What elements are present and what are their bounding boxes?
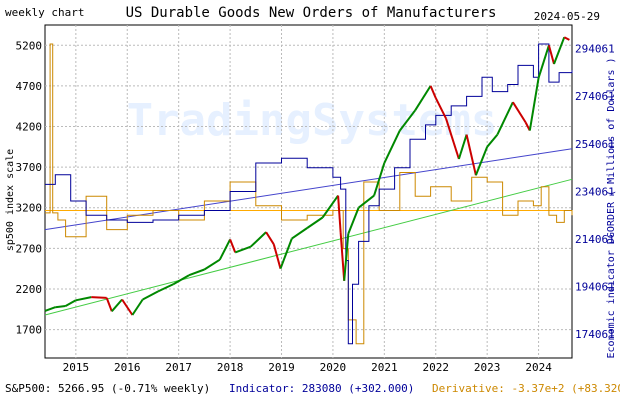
y-right-tick-label: 174061 <box>575 328 615 341</box>
x-tick-label: 2017 <box>165 361 192 374</box>
left-axis-label: sp500 index scale <box>5 149 16 251</box>
y-left-tick-label: 1700 <box>16 324 43 337</box>
footer-derivative: Derivative: -3.37e+2 (+83.320) <box>432 382 620 395</box>
y-left-tick-label: 5200 <box>16 39 43 52</box>
sp500-segment <box>343 233 350 281</box>
sp500-segment <box>339 232 346 281</box>
watermark-text: TradingSystems <box>127 95 498 146</box>
sp500-segment <box>383 130 401 164</box>
x-tick-label: 2020 <box>320 361 347 374</box>
sp500-segment <box>563 36 570 41</box>
sp500-segment <box>75 296 92 302</box>
chart-date: 2024-05-29 <box>534 10 600 23</box>
x-tick-label: 2018 <box>217 361 244 374</box>
grid <box>45 25 572 358</box>
y-left-tick-label: 2200 <box>16 283 43 296</box>
x-tick-label: 2023 <box>474 361 501 374</box>
sp500-segment <box>188 268 205 277</box>
sp500-segment <box>105 297 113 312</box>
y-right-tick-label: 254061 <box>575 138 615 151</box>
sp500-segment <box>465 134 477 176</box>
sp500-segment <box>373 162 386 196</box>
sp500-segment <box>203 258 221 271</box>
axis-layer: 1700 2200 2700 3200 3700 4200 4700 5200 2015 2016… <box>16 39 615 374</box>
sp500-segment <box>229 239 237 253</box>
footer-indicator: Indicator: 283080 (+302.000) <box>229 382 414 395</box>
sp500-segment <box>512 101 527 124</box>
sp500-segment <box>142 290 159 301</box>
y-right-tick-label: 194061 <box>575 280 615 293</box>
y-right-tick-label: 274061 <box>575 90 615 103</box>
footer-sp500: S&P500: 5266.95 (-0.71% weekly) <box>5 382 210 395</box>
y-left-tick-label: 4700 <box>16 80 43 93</box>
sp500-segment <box>44 306 56 312</box>
sp500-segment <box>496 101 514 136</box>
sp500-segment <box>399 109 416 132</box>
sp500-segment <box>55 305 66 309</box>
sp500-segment <box>321 195 339 219</box>
y-right-tick-label: 214061 <box>575 233 615 246</box>
sp500-segment <box>537 44 550 79</box>
sp500-segment <box>121 298 134 316</box>
sp500-segment <box>173 274 190 285</box>
sp500-segment <box>250 231 267 248</box>
x-tick-label: 2024 <box>525 361 552 374</box>
sp500-segment <box>65 299 77 307</box>
x-tick-label: 2016 <box>114 361 141 374</box>
sp500-segment <box>91 296 107 299</box>
x-tick-label: 2019 <box>268 361 295 374</box>
y-left-tick-label: 3200 <box>16 202 43 215</box>
chart-type-label: weekly chart <box>5 6 84 19</box>
sp500-segment <box>434 97 447 119</box>
sp500-segment <box>414 85 432 111</box>
sp500-segment <box>528 77 540 131</box>
sp500-segment <box>111 298 123 312</box>
sp500-segment <box>131 298 144 316</box>
right-axis-label: Economic indicator DGORDER ( Millions of… <box>606 57 617 358</box>
sp500-segment <box>553 36 566 65</box>
sp500-segment <box>547 45 555 65</box>
sp500-segment <box>157 283 174 293</box>
sp500-segment <box>457 134 468 160</box>
x-tick-label: 2022 <box>423 361 450 374</box>
sp500-segment <box>306 216 324 229</box>
indicator-line <box>45 43 573 345</box>
sp500-segment <box>486 133 499 148</box>
sp500-segment <box>291 227 308 240</box>
sp500-segment <box>234 245 252 254</box>
sp500-segment <box>337 195 342 233</box>
y-right-tick-label: 294061 <box>575 43 615 56</box>
sp500-segment <box>429 85 437 99</box>
plot-area <box>44 24 573 359</box>
sp500-segment <box>445 118 460 160</box>
sp500-segment <box>265 231 275 245</box>
sp500-segment <box>272 244 282 269</box>
sp500-segment <box>357 194 375 209</box>
chart-title: US Durable Goods New Orders of Manufactu… <box>126 5 497 21</box>
sp500-segment <box>474 146 489 176</box>
x-tick-label: 2015 <box>63 361 90 374</box>
sp500-segment <box>347 207 360 235</box>
sp500-trend-line <box>44 178 573 316</box>
series-layer <box>44 36 573 345</box>
sp500-segment <box>279 238 293 270</box>
y-right-tick-label: 234061 <box>575 185 615 198</box>
sp500-segment <box>218 238 231 261</box>
y-left-tick-label: 4200 <box>16 121 43 134</box>
y-left-tick-label: 3700 <box>16 161 43 174</box>
indicator-trend-line <box>44 148 573 231</box>
y-left-tick-label: 2700 <box>16 242 43 255</box>
x-tick-label: 2021 <box>371 361 398 374</box>
